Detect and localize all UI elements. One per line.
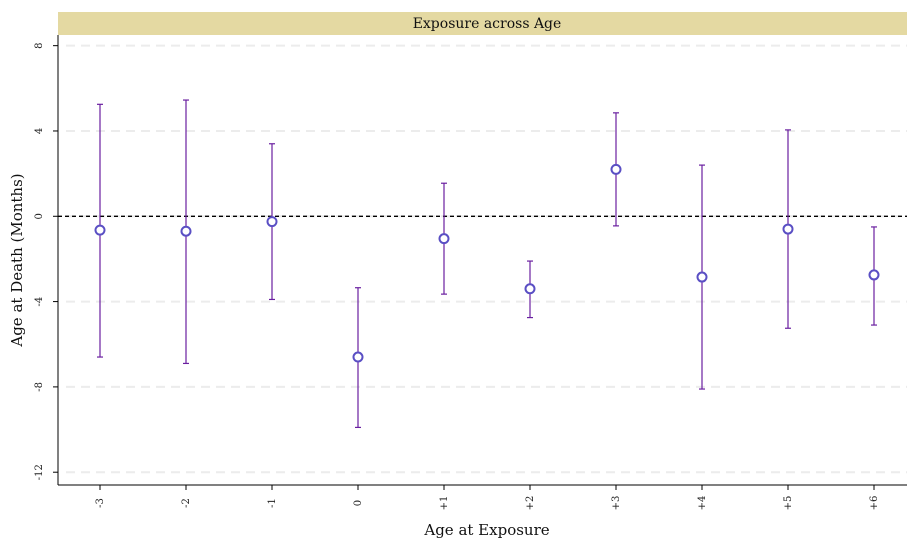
point-7 bbox=[696, 271, 708, 283]
y-axis-title: Age at Death (Months) bbox=[8, 173, 26, 347]
x-tick-label-1: -2 bbox=[181, 498, 192, 508]
y-tick-label-1: -8 bbox=[34, 382, 45, 392]
point-4 bbox=[438, 233, 450, 245]
y-tick-label-0: -12 bbox=[34, 464, 45, 480]
point-5 bbox=[524, 283, 536, 295]
x-axis-title: Age at Exposure bbox=[423, 521, 549, 539]
chart-title: Exposure across Age bbox=[413, 16, 562, 32]
point-0 bbox=[94, 224, 106, 236]
error-bars bbox=[97, 99, 877, 429]
point-3 bbox=[352, 351, 364, 363]
point-1 bbox=[180, 225, 192, 237]
x-tick-label-2: -1 bbox=[267, 498, 278, 508]
y-tick-label-5: 8 bbox=[34, 42, 45, 48]
point-9 bbox=[868, 269, 880, 281]
points bbox=[94, 163, 880, 363]
x-tick-label-8: +5 bbox=[783, 496, 794, 511]
point-2 bbox=[266, 216, 278, 228]
y-tick-label-3: 0 bbox=[34, 213, 45, 219]
x-tick-label-4: +1 bbox=[439, 496, 450, 511]
title-bar bbox=[58, 12, 907, 35]
x-tick-label-0: -3 bbox=[95, 498, 106, 508]
x-tick-label-6: +3 bbox=[611, 496, 622, 511]
x-tick-label-5: +2 bbox=[525, 496, 536, 511]
y-ticks: -12 -8 -4 0 4 8 bbox=[34, 42, 58, 480]
point-8 bbox=[782, 223, 794, 235]
y-tick-label-4: 4 bbox=[34, 128, 45, 134]
point-6 bbox=[610, 163, 622, 175]
x-tick-label-7: +4 bbox=[697, 496, 708, 511]
y-tick-label-2: -4 bbox=[34, 297, 45, 307]
x-tick-label-3: 0 bbox=[353, 500, 364, 506]
axes bbox=[57, 35, 907, 486]
x-ticks: -3 -2 -1 0 +1 +2 +3 +4 +5 +6 bbox=[95, 485, 880, 510]
x-tick-label-9: +6 bbox=[869, 496, 880, 511]
gridlines bbox=[66, 44, 907, 474]
